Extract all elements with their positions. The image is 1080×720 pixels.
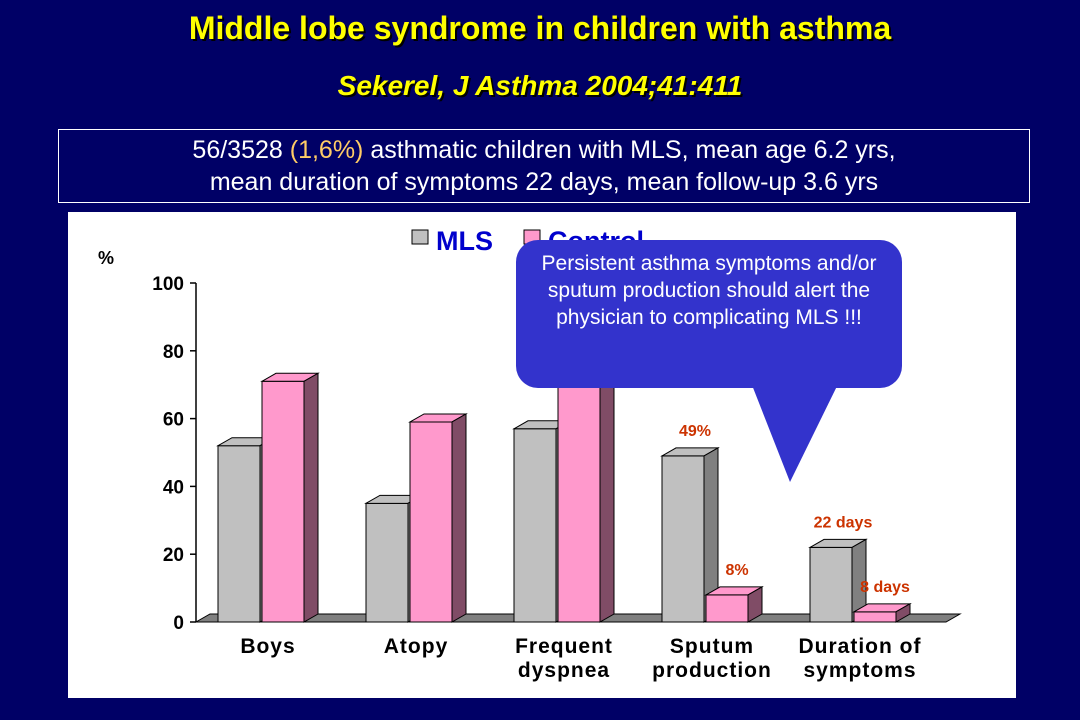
y-tick-label: 40	[163, 477, 184, 498]
category-label: Sputum	[670, 635, 754, 658]
bar-mls	[661, 455, 705, 623]
category-label: Frequent	[515, 635, 613, 658]
slide-title: Middle lobe syndrome in children with as…	[188, 10, 892, 46]
bar-side-control	[303, 372, 319, 623]
bar-side-control	[895, 602, 911, 623]
bar-control	[853, 611, 897, 623]
y-tick-label: 0	[173, 613, 184, 634]
bar-side-control	[451, 413, 467, 623]
bar-control	[705, 594, 749, 623]
bar-control	[261, 380, 305, 623]
category-label: Boys	[240, 635, 295, 658]
category-label: dyspnea	[518, 659, 610, 682]
bar-control	[557, 374, 601, 623]
legend-swatch	[411, 229, 429, 245]
slide-subtitle: Sekerel, J Asthma 2004;41:411	[337, 70, 743, 101]
y-tick-label: 100	[152, 274, 184, 295]
y-tick-label: 20	[163, 545, 184, 566]
data-label: 8 days	[860, 579, 910, 596]
y-tick-label: 80	[163, 342, 184, 363]
bar-side-control	[599, 365, 615, 623]
legend-label: MLS	[436, 226, 493, 256]
data-label: 8%	[725, 562, 748, 579]
callout-bubble: Persistent asthma symptoms and/or sputum…	[516, 240, 902, 388]
bar-mls	[809, 546, 853, 623]
summary-percent: (1,6%)	[289, 136, 364, 164]
summary-count: 56/3528	[192, 136, 290, 164]
bar-mls	[365, 502, 409, 623]
summary-text: asthmatic children with MLS, mean age 6.…	[363, 136, 896, 164]
bar-mls	[217, 445, 261, 623]
bar-side-control	[747, 586, 763, 623]
data-label: 22 days	[814, 514, 873, 531]
summary-line-1: 56/3528 (1,6%) asthmatic children with M…	[59, 134, 1029, 166]
category-label: Atopy	[384, 635, 449, 658]
category-label: Duration of	[799, 635, 922, 658]
bar-mls	[513, 428, 557, 623]
data-label: 49%	[679, 423, 711, 440]
category-label: symptoms	[803, 659, 916, 682]
y-tick-label: 60	[163, 410, 184, 431]
category-label: production	[652, 659, 772, 682]
bar-control	[409, 421, 453, 623]
summary-box: 56/3528 (1,6%) asthmatic children with M…	[58, 129, 1030, 203]
y-axis-label: %	[98, 248, 114, 268]
summary-line-2: mean duration of symptoms 22 days, mean …	[209, 168, 879, 196]
bar-chart: 020406080100%MLSControlBoysAtopyFrequent…	[98, 226, 962, 682]
